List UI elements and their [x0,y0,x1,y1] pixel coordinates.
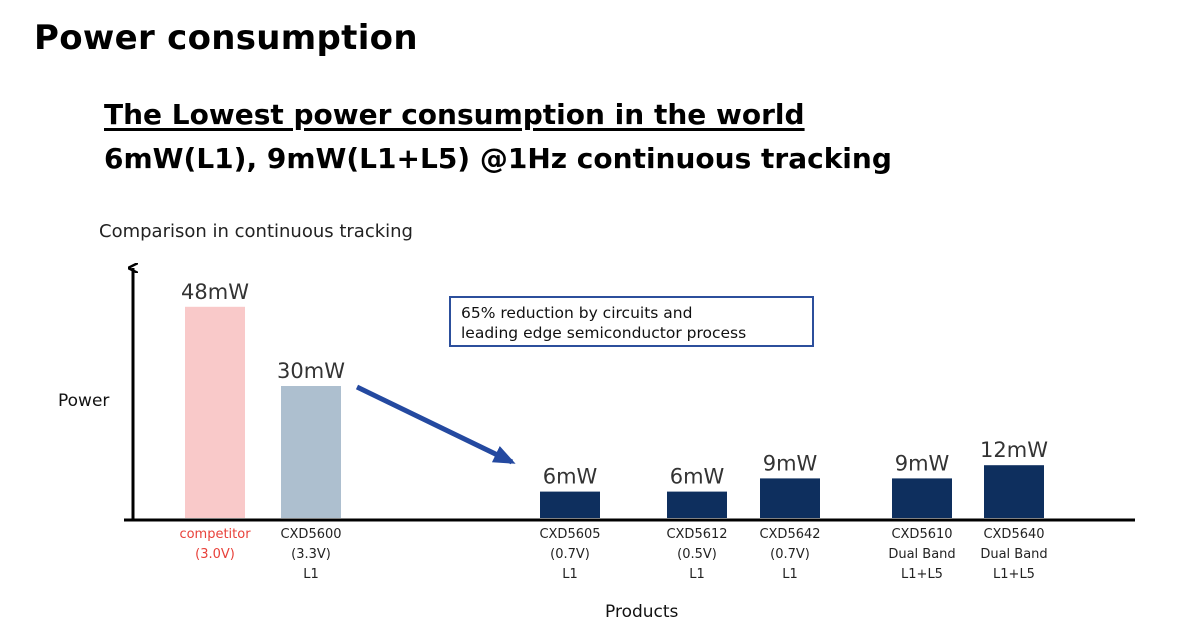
category-label: CXD5642 [759,527,820,542]
category-label: L1 [562,567,578,582]
bar-cxd5612 [667,491,727,518]
value-label: 6mW [670,465,725,489]
bar-cxd5642 [760,478,820,518]
bar-series [185,306,1044,518]
bar-cxd5640 [984,465,1044,518]
bar-cxd5610 [892,478,952,518]
callout-line-1: 65% reduction by circuits and [461,304,693,322]
category-label: (0.5V) [677,547,717,562]
y-axis-label: Power [58,391,110,411]
category-label: CXD5605 [539,527,600,542]
category-label: (0.7V) [770,547,810,562]
reduction-callout: 65% reduction by circuits and leading ed… [449,296,814,347]
category-label: L1 [303,567,319,582]
x-axis-label: Products [605,602,679,622]
category-label: (3.0V) [195,547,235,562]
bar-cxd5600 [281,386,341,518]
callout-line-2: leading edge semiconductor process [461,324,747,342]
category-label: L1 [782,567,798,582]
bar-labels: 48mW competitor (3.0V) 30mW CXD5600 (3.3V) L1 6… [179,280,1048,582]
category-label: CXD5610 [891,527,952,542]
category-label: L1+L5 [901,567,943,582]
value-label: 30mW [277,359,345,383]
category-label: Dual Band [980,547,1047,562]
category-label: CXD5640 [983,527,1044,542]
chart-title: Comparison in continuous tracking [99,221,413,242]
page-title: Power consumption [34,18,418,58]
subheadline: 6mW(L1), 9mW(L1+L5) @1Hz continuous trac… [104,142,892,175]
value-label: 9mW [763,451,818,475]
reduction-arrow [355,384,516,465]
headline: The Lowest power consumption in the worl… [104,98,805,131]
category-label: (0.7V) [550,547,590,562]
category-label: CXD5612 [666,527,727,542]
category-label: L1 [689,567,705,582]
value-label: 48mW [181,280,249,304]
category-label: CXD5600 [280,527,341,542]
category-label: Dual Band [888,547,955,562]
bar-cxd5605 [540,491,600,518]
bar-competitor [185,306,245,518]
category-label: (3.3V) [291,547,331,562]
category-label: L1+L5 [993,567,1035,582]
category-label: competitor [179,527,251,542]
value-label: 6mW [543,465,598,489]
value-label: 12mW [980,438,1048,462]
value-label: 9mW [895,451,950,475]
